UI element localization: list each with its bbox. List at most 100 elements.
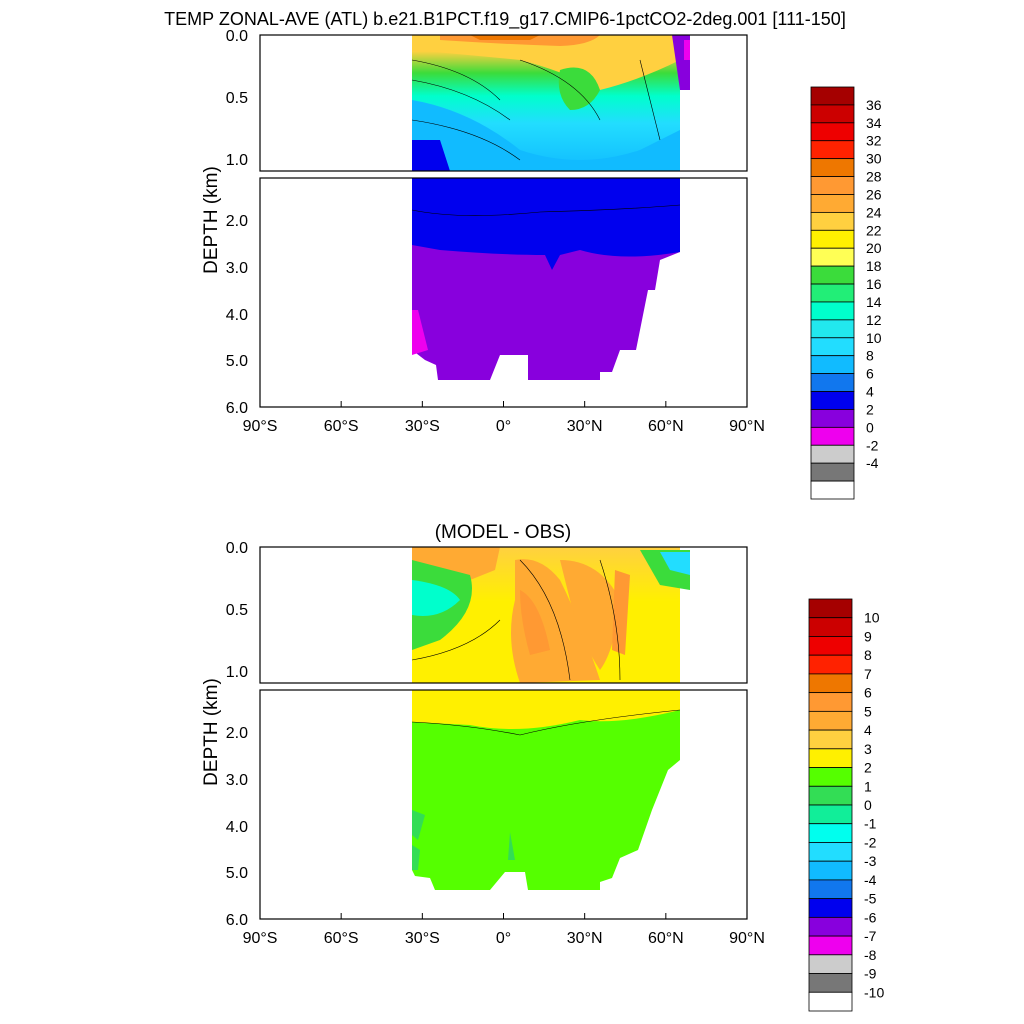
colorbar-swatch [810, 444, 855, 464]
temperature-upper-axes [259, 34, 748, 172]
difference-upper-axes [259, 546, 748, 684]
temperature-lower-field [411, 178, 681, 380]
colorbar-swatch [810, 301, 855, 321]
colorbar-swatch [808, 860, 853, 881]
colorbar-label: -6 [864, 909, 877, 925]
x-tick-label: 0° [496, 930, 511, 947]
colorbar-label: 14 [866, 294, 882, 310]
colorbar-swatch [810, 104, 855, 124]
x-tick-labels: 90°S 60°S 30°S 0° 30°N 60°N 90°N [243, 401, 765, 435]
colorbar-swatch [808, 654, 853, 675]
difference-upper-field [411, 547, 690, 683]
colorbar-label: 3 [864, 741, 872, 757]
colorbar-label: 5 [864, 703, 872, 719]
colorbar-label: -9 [864, 966, 877, 982]
colorbar-label: 26 [866, 186, 882, 202]
x-tick-label: 30°N [567, 930, 603, 947]
colorbar-swatch [808, 991, 853, 1012]
colorbar-swatch [808, 954, 853, 974]
x-tick-label: 90°S [243, 418, 278, 435]
y-tick-6.0: 6.0 [226, 400, 248, 417]
colorbar-label: 0 [866, 419, 874, 435]
y-tick-0.0: 0.0 [226, 540, 248, 557]
y-tick-3.0: 3.0 [226, 772, 248, 789]
colorbar-swatch [810, 158, 855, 177]
colorbar-label: 20 [866, 240, 882, 256]
colorbar-swatch [808, 823, 853, 843]
colorbar-label: 1 [864, 778, 872, 794]
colorbar-label: 9 [864, 628, 872, 644]
colorbar-swatch [810, 229, 855, 249]
colorbar-swatch [808, 636, 853, 656]
x-tick-label: 0° [496, 418, 511, 435]
colorbar-swatch [808, 916, 853, 937]
y-tick-2.0: 2.0 [226, 213, 248, 230]
colorbar-label: -1 [864, 816, 877, 832]
x-tick-labels: 90°S 60°S 30°S 0° 30°N 60°N 90°N [243, 913, 765, 947]
colorbar-label: -2 [866, 437, 879, 453]
colorbar-swatch [810, 426, 855, 446]
colorbar-label: 18 [866, 258, 882, 274]
colorbar-label: 2 [864, 760, 872, 776]
x-tick-label: 60°S [324, 930, 359, 947]
colorbar-swatch [810, 337, 855, 357]
colorbar-swatch [810, 319, 855, 339]
x-tick-label: 30°N [567, 418, 603, 435]
colorbar-swatch [808, 804, 853, 825]
colorbar-label: 24 [866, 204, 882, 220]
colorbar-label: 2 [866, 401, 874, 417]
colorbar-label: -4 [864, 872, 877, 888]
colorbar-label: -5 [864, 891, 877, 907]
colorbar-label: 34 [866, 115, 882, 131]
y-tick-1.0: 1.0 [226, 664, 248, 681]
y-tick-0.5: 0.5 [226, 90, 248, 107]
colorbar-swatch [810, 122, 855, 142]
colorbar-swatch [810, 373, 855, 392]
colorbar-swatch [810, 86, 855, 106]
colorbar-label: 16 [866, 276, 882, 292]
colorbar-label: 4 [866, 384, 874, 400]
y-tick-4.0: 4.0 [226, 819, 248, 836]
colorbar-swatch [810, 391, 855, 410]
difference-lower-field [411, 690, 681, 890]
colorbar-label: 22 [866, 222, 882, 238]
colorbar-swatch [810, 283, 855, 303]
colorbar-swatch [808, 748, 853, 768]
colorbar-swatch [810, 194, 855, 213]
colorbar-label: 10 [864, 610, 880, 626]
colorbar-swatch [810, 409, 855, 428]
colorbar-swatch [808, 767, 853, 787]
colorbar-label: 8 [866, 348, 874, 364]
y-tick-0.5: 0.5 [226, 602, 248, 619]
colorbar-swatch [810, 355, 855, 375]
colorbar-swatch [808, 898, 853, 918]
y-tick-0.0: 0.0 [226, 28, 248, 45]
panel-temperature: 0.0 0.5 1.0 2.0 3.0 4.0 5.0 6.0 DEPTH (k… [201, 28, 882, 500]
colorbar-swatch [808, 973, 853, 993]
panel-title: (MODEL - OBS) [435, 522, 572, 543]
y-tick-6.0: 6.0 [226, 912, 248, 929]
colorbar-swatch [808, 879, 853, 900]
colorbar-swatch [808, 935, 853, 956]
colorbar-swatch [810, 176, 855, 195]
x-tick-label: 60°S [324, 418, 359, 435]
colorbar-label: -10 [864, 984, 884, 1000]
colorbar-label: 8 [864, 647, 872, 663]
colorbar-swatch [808, 729, 853, 750]
colorbar-swatch [810, 480, 855, 500]
colorbar-label: 36 [866, 97, 882, 113]
colorbar-label: -8 [864, 947, 877, 963]
colorbar-swatch [808, 673, 853, 694]
colorbar-swatch [808, 710, 853, 731]
panel-model-minus-obs: (MODEL - OBS) 0.0 0.5 1.0 2. [201, 522, 884, 1012]
temperature-upper-field [411, 35, 690, 171]
x-tick-label: 90°N [729, 418, 765, 435]
colorbar-swatch [810, 462, 855, 482]
colorbar-label: 7 [864, 666, 872, 682]
colorbar-swatch [808, 842, 853, 862]
y-tick-4.0: 4.0 [226, 307, 248, 324]
y-tick-5.0: 5.0 [226, 353, 248, 370]
x-tick-label: 60°N [648, 418, 684, 435]
